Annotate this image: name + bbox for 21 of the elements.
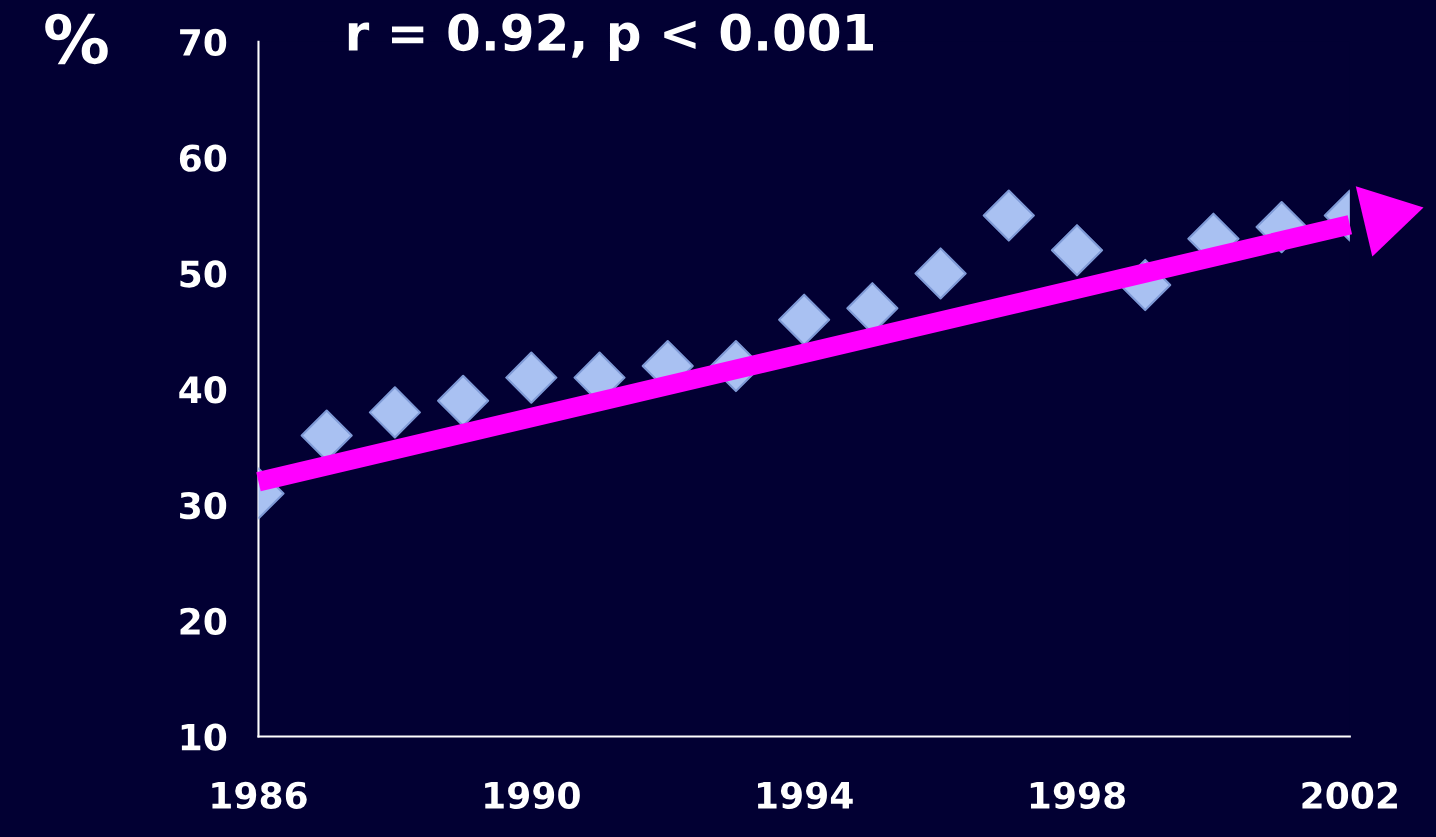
y-tick-label: 60 [179, 144, 227, 172]
y-axis-title: % [45, 13, 108, 65]
x-tick-label: 1990 [485, 781, 580, 809]
annotation: r = 0.92, p < 0.001 [348, 13, 873, 61]
point [368, 386, 421, 439]
point [437, 374, 490, 427]
y-tick-label: 10 [181, 723, 227, 751]
y-tick-label: 50 [180, 260, 227, 288]
x-tick-label: 1998 [1030, 781, 1126, 809]
y-tick-label: 20 [180, 607, 227, 636]
point [914, 247, 967, 300]
y-tick-label: 40 [179, 376, 227, 404]
x-tick-label: 1986 [212, 781, 307, 809]
point [778, 293, 831, 346]
y-tick-label: 30 [180, 491, 227, 520]
x-tick-label: 1994 [757, 781, 853, 809]
point [1050, 224, 1104, 277]
point [505, 351, 558, 404]
y-tick-label: 70 [180, 28, 227, 57]
point [982, 189, 1035, 242]
x-tick-label: 2002 [1302, 781, 1397, 809]
